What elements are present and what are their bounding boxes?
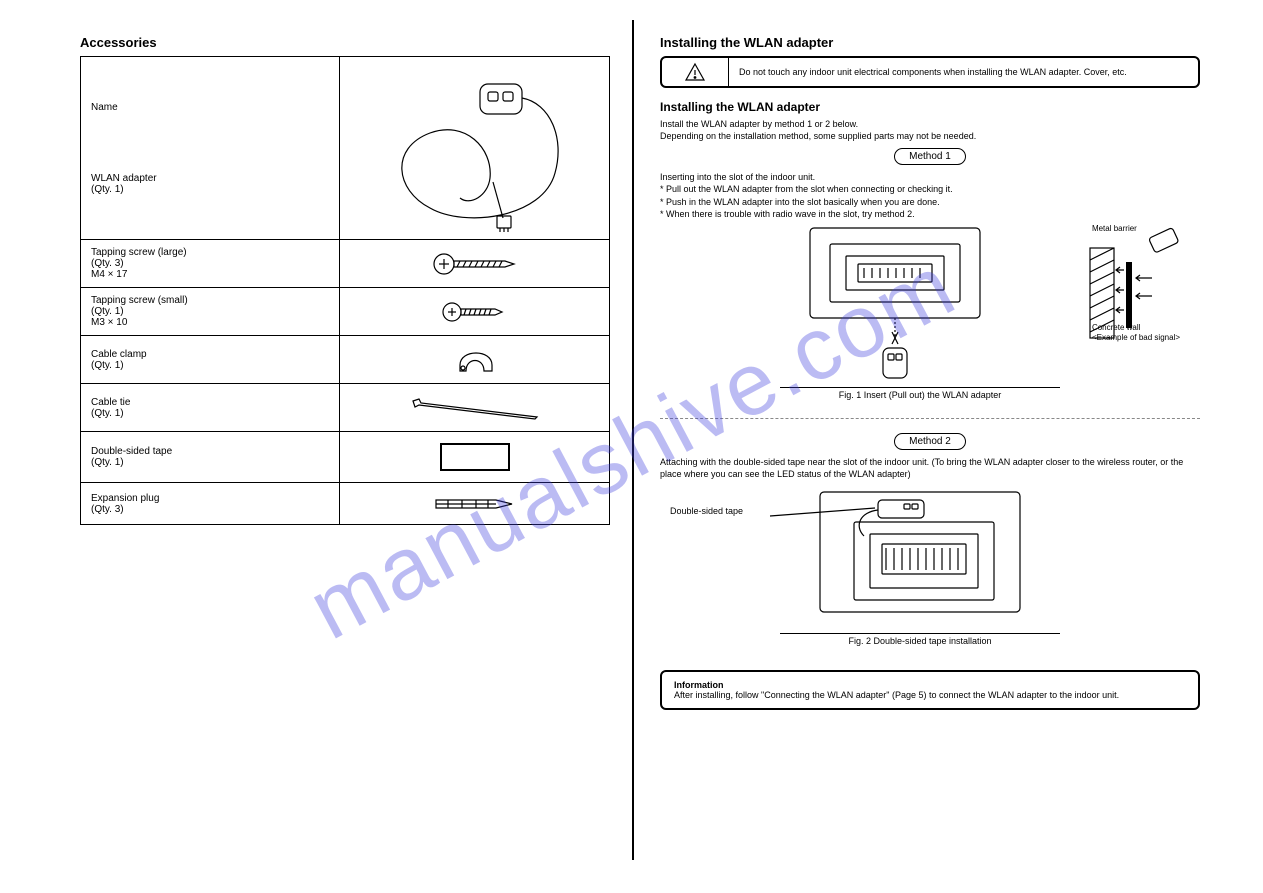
part-qty: (Qty. 1) bbox=[91, 408, 329, 419]
caution-text: Do not touch any indoor unit electrical … bbox=[729, 58, 1137, 86]
part-qty: (Qty. 1) bbox=[91, 184, 329, 195]
part-name: Cable clamp bbox=[91, 349, 329, 360]
method1-label: Method 1 bbox=[894, 148, 966, 165]
method1-note3: * When there is trouble with radio wave … bbox=[660, 208, 1200, 220]
accessories-title: Accessories bbox=[80, 35, 610, 50]
method2-label: Method 2 bbox=[894, 433, 966, 450]
method2-text: Attaching with the double-sided tape nea… bbox=[660, 456, 1200, 480]
fig2-caption: Fig. 2 Double-sided tape installation bbox=[780, 633, 1060, 646]
part-name: Tapping screw (small) bbox=[91, 295, 329, 306]
part-qty: (Qty. 1) bbox=[91, 306, 329, 317]
left-column: Accessories Name figure WLAN adapter (Qt… bbox=[80, 35, 610, 525]
plug-icon bbox=[430, 493, 520, 515]
sidefig-label3: <Example of bad signal> bbox=[1092, 333, 1180, 343]
table-row: Tapping screw (large) (Qty. 3) M4 × 17 bbox=[81, 240, 610, 288]
part-name: Tapping screw (large) bbox=[91, 247, 329, 258]
wlan-adapter-icon bbox=[375, 78, 575, 233]
caution-icon bbox=[684, 62, 706, 82]
part-name: Cable tie bbox=[91, 397, 329, 408]
table-row: Cable tie (Qty. 1) bbox=[81, 384, 610, 432]
method1-text: Inserting into the slot of the indoor un… bbox=[660, 171, 1200, 183]
cable-clamp-icon bbox=[450, 343, 500, 377]
table-row: Expansion plug (Qty. 3) bbox=[81, 483, 610, 525]
method-separator bbox=[660, 418, 1200, 419]
cable-tie-icon bbox=[405, 393, 545, 423]
part-qty: (Qty. 1) bbox=[91, 457, 329, 468]
tape-icon bbox=[435, 438, 515, 476]
howto-title: Installing the WLAN adapter bbox=[660, 100, 1200, 114]
info-heading: Information bbox=[674, 680, 724, 690]
part-size: M3 × 10 bbox=[91, 317, 329, 328]
part-size: M4 × 17 bbox=[91, 269, 329, 280]
parts-table: Name figure WLAN adapter (Qty. 1) figure bbox=[80, 56, 610, 525]
column-divider bbox=[632, 20, 634, 860]
part-qty: (Qty. 1) bbox=[91, 360, 329, 371]
part-name: WLAN adapter bbox=[91, 173, 329, 184]
info-box: Information After installing, follow "Co… bbox=[660, 670, 1200, 710]
caution-box: Do not touch any indoor unit electrical … bbox=[660, 56, 1200, 88]
sidefig-label1: Metal barrier bbox=[1092, 224, 1180, 234]
table-row: Name figure WLAN adapter (Qty. 1) figure bbox=[81, 57, 610, 240]
screw-large-icon bbox=[430, 250, 520, 278]
fig1-caption: Fig. 1 Insert (Pull out) the WLAN adapte… bbox=[780, 387, 1060, 400]
part-qty: (Qty. 3) bbox=[91, 504, 329, 515]
tape-callout: Double-sided tape bbox=[670, 506, 743, 516]
part-name: Double-sided tape bbox=[91, 446, 329, 457]
install-title: Installing the WLAN adapter bbox=[660, 35, 1200, 50]
screw-small-icon bbox=[440, 299, 510, 325]
table-row: Cable clamp (Qty. 1) bbox=[81, 336, 610, 384]
figure-2: Double-sided tape Fig. 2 Double-sided ta… bbox=[660, 486, 1180, 656]
right-column: Installing the WLAN adapter Do not touch… bbox=[660, 35, 1200, 710]
part-qty: (Qty. 3) bbox=[91, 258, 329, 269]
table-row: Double-sided tape (Qty. 1) bbox=[81, 432, 610, 483]
figure-1: Metal barrier Concrete wall <Example of … bbox=[660, 220, 1180, 410]
sidefig-label2: Concrete wall bbox=[1092, 323, 1180, 333]
table-row: Tapping screw (small) (Qty. 1) M3 × 10 bbox=[81, 288, 610, 336]
method1-note2: * Push in the WLAN adapter into the slot… bbox=[660, 196, 1200, 208]
part-name: Expansion plug bbox=[91, 493, 329, 504]
info-body: After installing, follow "Connecting the… bbox=[674, 690, 1186, 700]
intro-text: Install the WLAN adapter by method 1 or … bbox=[660, 118, 1200, 142]
method1-note1: * Pull out the WLAN adapter from the slo… bbox=[660, 183, 1200, 195]
col-header-name: Name bbox=[91, 102, 118, 113]
